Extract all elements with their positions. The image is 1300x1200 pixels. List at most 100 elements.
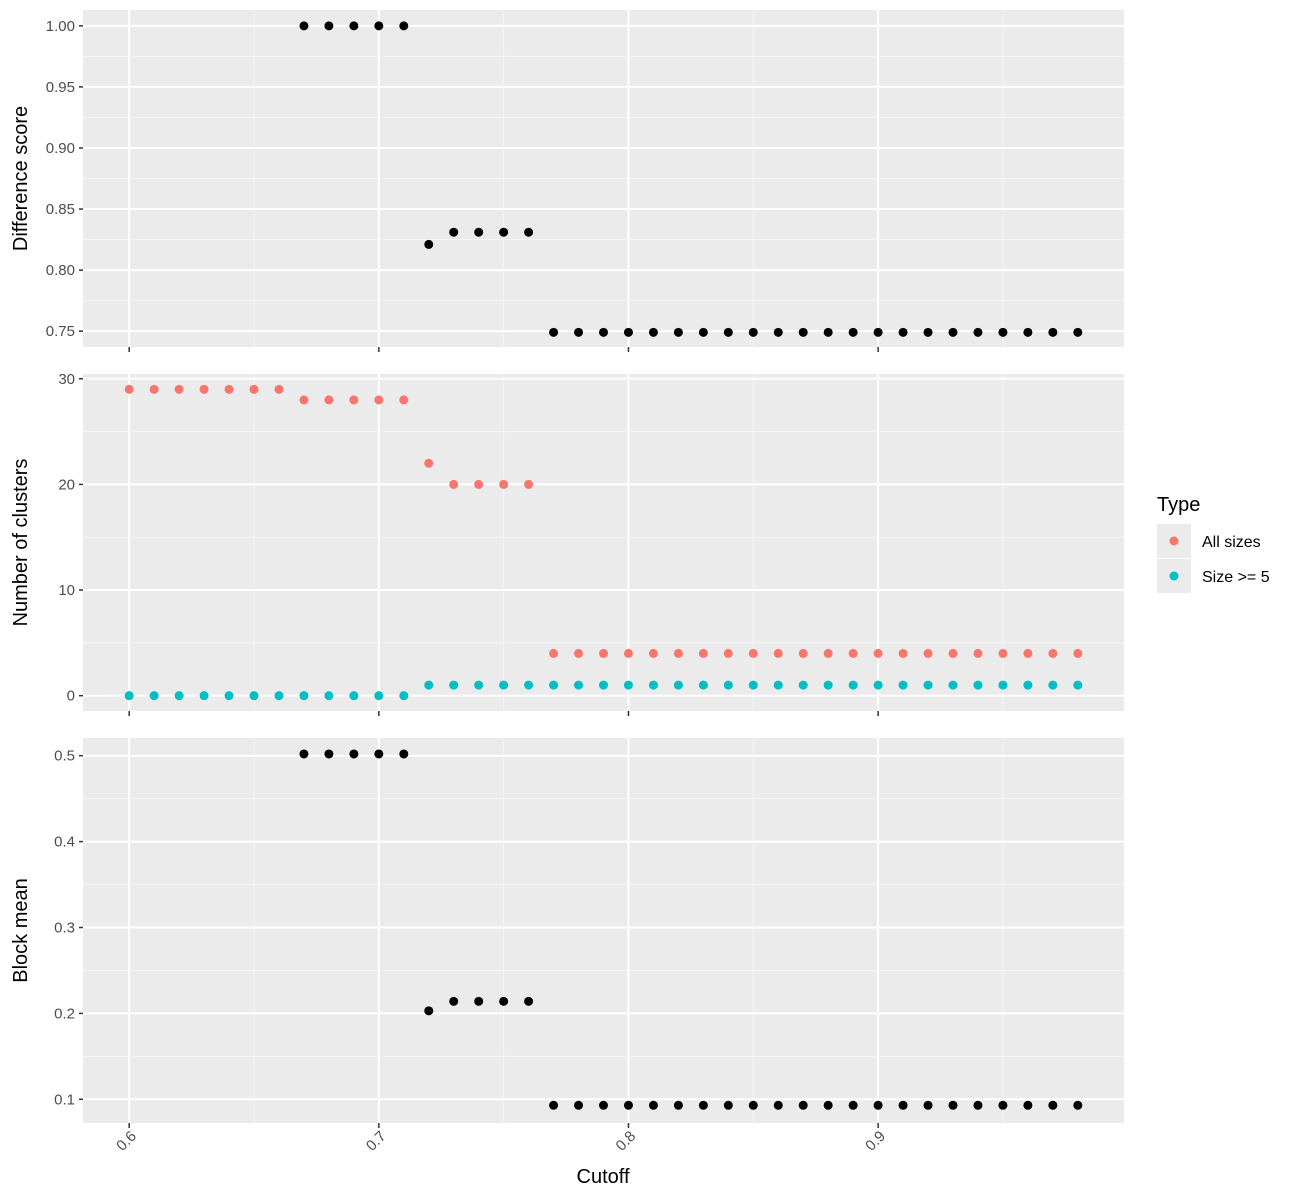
data-point: [449, 996, 459, 1006]
x-axis-title: Cutoff: [577, 1166, 630, 1188]
data-point: [349, 691, 359, 701]
y-tick-label: 0.1: [54, 1091, 75, 1108]
data-point: [873, 680, 883, 690]
y-tick-label: 0.90: [46, 140, 75, 157]
data-point: [673, 1100, 683, 1110]
data-point: [299, 749, 309, 759]
data-point: [474, 227, 484, 237]
data-point: [1073, 1100, 1083, 1110]
data-point: [299, 691, 309, 701]
data-point: [648, 680, 658, 690]
data-point: [848, 680, 858, 690]
y-tick-label: 0.75: [46, 323, 75, 340]
data-point: [599, 680, 608, 690]
data-point: [698, 680, 708, 690]
data-point: [499, 680, 509, 690]
data-point: [848, 648, 858, 658]
data-point: [424, 458, 434, 468]
data-point: [748, 1100, 758, 1110]
y-axis-title: Difference score: [10, 106, 32, 251]
data-point: [549, 1100, 559, 1110]
data-point: [998, 680, 1008, 690]
data-point: [923, 680, 933, 690]
data-point: [898, 1100, 908, 1110]
data-point: [973, 1100, 983, 1110]
data-point: [574, 680, 584, 690]
data-point: [723, 648, 733, 658]
data-point: [399, 691, 409, 701]
data-point: [1048, 648, 1058, 658]
data-point: [1023, 1100, 1033, 1110]
legend: Type All sizes Size >= 5: [1157, 494, 1270, 593]
data-point: [673, 327, 683, 337]
data-point: [798, 1100, 808, 1110]
legend-label-size-ge-5: Size >= 5: [1202, 569, 1270, 586]
data-point: [574, 1100, 584, 1110]
y-tick-label: 0.3: [54, 919, 75, 936]
data-point: [574, 648, 584, 658]
data-point: [1048, 327, 1058, 337]
panel-background: [83, 374, 1124, 711]
y-tick-label: 0.80: [46, 262, 75, 279]
data-point: [948, 327, 958, 337]
data-point: [873, 1100, 883, 1110]
data-point: [499, 996, 509, 1006]
data-point: [549, 648, 559, 658]
data-point: [449, 227, 459, 237]
data-point: [349, 21, 359, 31]
data-point: [599, 648, 608, 658]
data-point: [623, 648, 633, 658]
y-tick-label: 0.2: [54, 1005, 75, 1022]
data-point: [1073, 327, 1083, 337]
data-point: [798, 680, 808, 690]
panel-block: 0.1 0.2 0.3 0.4 0.5 0.6 0.7 0.8 0.9 Block mean: [10, 738, 1124, 1155]
data-point: [149, 384, 159, 394]
panel-clusters: 0 10 20 30 Number of clusters: [10, 371, 1124, 716]
data-point: [898, 648, 908, 658]
data-point: [773, 1100, 783, 1110]
data-point: [748, 648, 758, 658]
data-point: [124, 691, 134, 701]
y-tick-label: 1.00: [46, 18, 75, 35]
data-point: [599, 327, 608, 337]
data-point: [549, 680, 559, 690]
data-point: [374, 749, 384, 759]
y-tick-label: 0.5: [54, 748, 75, 765]
data-point: [898, 680, 908, 690]
data-point: [848, 1100, 858, 1110]
x-tick-label: 0.6: [113, 1128, 140, 1155]
data-point: [1073, 648, 1083, 658]
data-point: [923, 648, 933, 658]
data-point: [748, 680, 758, 690]
data-point: [449, 680, 459, 690]
data-point: [374, 21, 384, 31]
panel-difference: 0.75 0.80 0.85 0.90 0.95 1.00 Difference score: [10, 10, 1124, 352]
y-tick-label: 0.4: [54, 834, 75, 851]
data-point: [274, 691, 284, 701]
data-point: [524, 996, 534, 1006]
data-point: [923, 1100, 933, 1110]
legend-title: Type: [1157, 494, 1200, 516]
data-point: [499, 479, 509, 489]
data-point: [648, 648, 658, 658]
data-point: [274, 384, 284, 394]
data-point: [249, 691, 259, 701]
legend-marker-all-sizes: [1169, 536, 1179, 546]
data-point: [299, 21, 309, 31]
data-point: [574, 327, 584, 337]
data-point: [623, 327, 633, 337]
data-point: [973, 680, 983, 690]
data-point: [224, 384, 234, 394]
data-point: [698, 327, 708, 337]
data-point: [723, 1100, 733, 1110]
data-point: [973, 648, 983, 658]
data-point: [349, 395, 359, 405]
x-tick-label: 0.7: [363, 1128, 390, 1155]
data-point: [149, 691, 159, 701]
data-point: [199, 384, 209, 394]
data-point: [349, 749, 359, 759]
data-point: [723, 327, 733, 337]
data-point: [673, 648, 683, 658]
y-tick-label: 0.95: [46, 79, 75, 96]
